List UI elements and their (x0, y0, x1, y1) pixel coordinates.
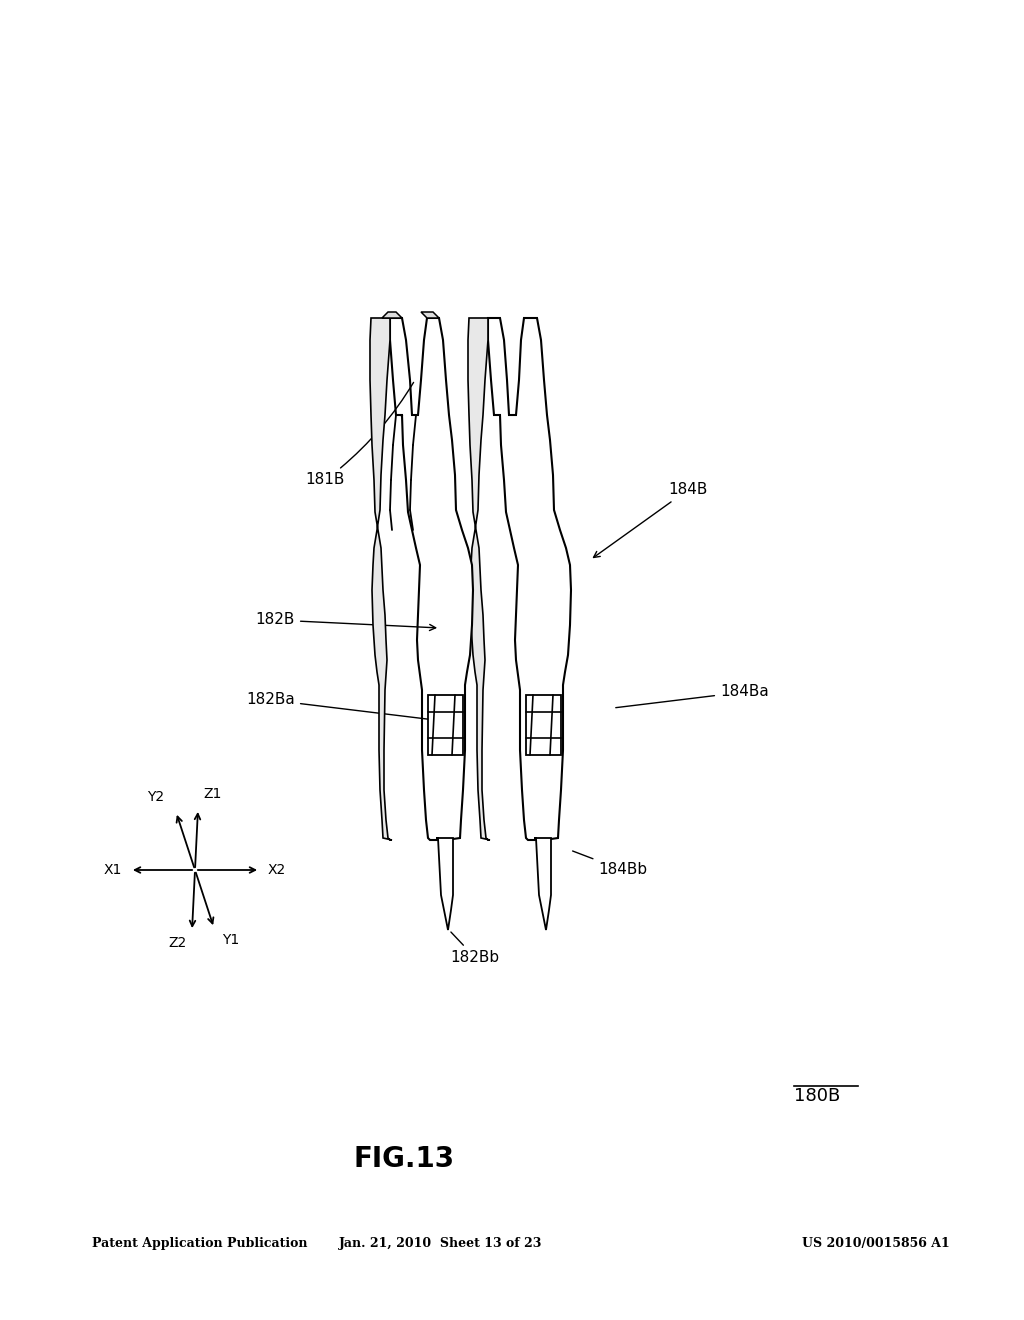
Polygon shape (370, 318, 392, 840)
Polygon shape (382, 312, 402, 318)
Text: X1: X1 (103, 863, 122, 876)
Text: Y1: Y1 (222, 933, 240, 946)
Text: 184B: 184B (594, 483, 708, 557)
Text: Z2: Z2 (169, 936, 187, 950)
Text: 184Bb: 184Bb (572, 851, 647, 878)
Text: US 2010/0015856 A1: US 2010/0015856 A1 (802, 1237, 949, 1250)
Text: 182Ba: 182Ba (246, 693, 432, 719)
Text: 182B: 182B (256, 612, 435, 631)
Text: 184Ba: 184Ba (615, 685, 769, 708)
Polygon shape (468, 318, 490, 840)
Polygon shape (488, 318, 571, 840)
Text: X2: X2 (268, 863, 287, 876)
Polygon shape (534, 838, 551, 931)
Text: 182Bb: 182Bb (451, 932, 500, 965)
Text: Jan. 21, 2010  Sheet 13 of 23: Jan. 21, 2010 Sheet 13 of 23 (339, 1237, 542, 1250)
Text: Patent Application Publication: Patent Application Publication (92, 1237, 307, 1250)
Text: Z1: Z1 (203, 787, 221, 801)
Text: 181B: 181B (305, 383, 414, 487)
Text: FIG.13: FIG.13 (354, 1144, 455, 1173)
Polygon shape (421, 312, 439, 318)
Polygon shape (390, 318, 473, 840)
Polygon shape (436, 838, 453, 931)
Polygon shape (526, 696, 561, 755)
Polygon shape (428, 696, 463, 755)
Text: Y2: Y2 (146, 789, 164, 804)
Text: 180B: 180B (794, 1086, 840, 1105)
